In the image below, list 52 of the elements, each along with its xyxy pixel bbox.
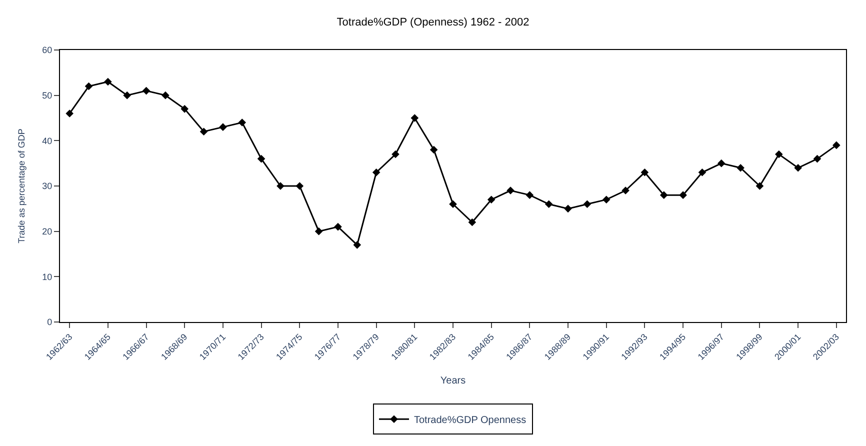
point: [372, 168, 380, 176]
point: [392, 150, 400, 158]
point: [334, 222, 342, 231]
legend-label: Totrade%GDP Openness: [414, 415, 526, 426]
y-tick-label: 50: [42, 90, 52, 100]
point: [180, 105, 189, 113]
point: [104, 78, 112, 86]
point: [602, 196, 610, 204]
point: [756, 182, 764, 190]
y-tick-label: 20: [42, 226, 52, 236]
point: [544, 200, 553, 208]
x-axis-title: Years: [440, 375, 466, 386]
point: [487, 196, 496, 204]
point: [123, 91, 131, 100]
chart-title: Totrade%GDP (Openness) 1962 - 2002: [336, 16, 530, 29]
point: [564, 204, 572, 213]
point: [276, 182, 284, 190]
point: [314, 227, 323, 236]
point: [219, 123, 227, 131]
point: [142, 86, 150, 95]
point: [526, 191, 534, 199]
point: [813, 154, 822, 163]
point: [84, 82, 93, 90]
y-tick-label: 30: [42, 181, 52, 192]
point: [257, 154, 266, 163]
point: [468, 218, 476, 226]
point: [430, 146, 438, 154]
point: [717, 159, 726, 168]
point: [775, 150, 783, 158]
point: [736, 164, 744, 172]
point: [698, 168, 706, 176]
point: [449, 200, 457, 208]
y-tick-label: 0: [47, 317, 52, 328]
point: [679, 191, 687, 199]
y-tick-label: 60: [42, 45, 52, 56]
point: [162, 91, 170, 100]
point: [622, 186, 630, 194]
y-tick-label: 10: [42, 272, 52, 282]
point: [832, 141, 840, 150]
point: [296, 182, 304, 190]
point: [238, 118, 246, 126]
point: [660, 191, 668, 199]
point: [583, 200, 592, 208]
point: [66, 110, 74, 118]
point: [794, 164, 802, 172]
point: [353, 241, 362, 249]
point: [410, 114, 419, 122]
point: [640, 168, 649, 176]
point: [200, 128, 208, 136]
y-tick-label: 40: [42, 136, 52, 146]
point: [506, 186, 514, 194]
y-axis-title: Trade as percentage of GDP: [16, 128, 27, 244]
